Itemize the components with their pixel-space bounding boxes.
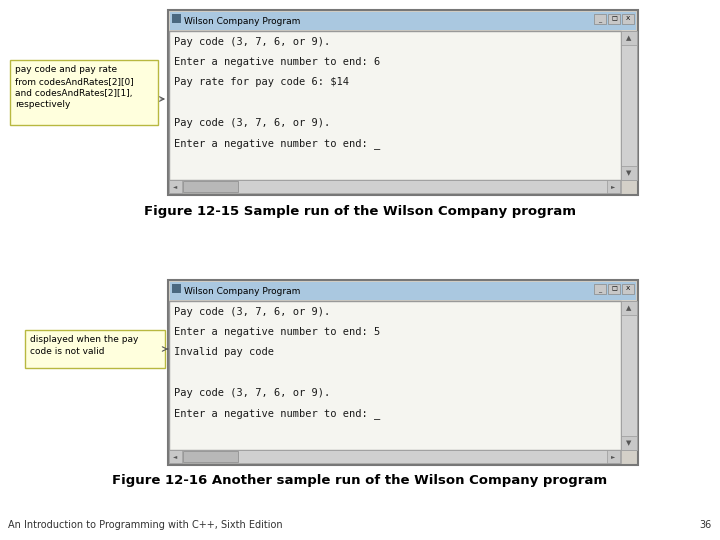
Text: X: X: [626, 17, 630, 22]
Text: pay code and pay rate
from codesAndRates[2][0]
and codesAndRates[2][1],
respecti: pay code and pay rate from codesAndRates…: [15, 65, 134, 110]
FancyBboxPatch shape: [168, 280, 638, 465]
Text: An Introduction to Programming with C++, Sixth Edition: An Introduction to Programming with C++,…: [8, 520, 283, 530]
Text: displayed when the pay
code is not valid: displayed when the pay code is not valid: [30, 335, 138, 356]
Bar: [169, 180, 182, 193]
Text: Pay code (3, 7, 6, or 9).: Pay code (3, 7, 6, or 9).: [174, 118, 330, 127]
Text: □: □: [611, 287, 617, 292]
Text: Invalid pay code: Invalid pay code: [174, 347, 274, 357]
Bar: [608, 14, 620, 24]
Text: Enter a negative number to end: _: Enter a negative number to end: _: [174, 138, 380, 148]
Text: ▲: ▲: [626, 305, 631, 311]
FancyBboxPatch shape: [170, 282, 636, 300]
Bar: [621, 166, 637, 180]
FancyBboxPatch shape: [10, 60, 158, 125]
Bar: [622, 284, 634, 294]
Text: ►: ►: [611, 184, 616, 189]
Text: ◄: ◄: [174, 454, 178, 459]
Text: Enter a negative number to end: 6: Enter a negative number to end: 6: [174, 57, 380, 67]
Bar: [172, 14, 181, 23]
FancyBboxPatch shape: [169, 450, 621, 463]
Bar: [607, 450, 620, 463]
Text: 36: 36: [700, 520, 712, 530]
Text: □: □: [611, 17, 617, 22]
Text: Pay code (3, 7, 6, or 9).: Pay code (3, 7, 6, or 9).: [174, 37, 330, 47]
Text: Wilson Company Program: Wilson Company Program: [184, 287, 300, 295]
Bar: [621, 31, 637, 45]
Text: Enter a negative number to end: _: Enter a negative number to end: _: [174, 408, 380, 418]
FancyBboxPatch shape: [25, 330, 165, 368]
Bar: [594, 14, 606, 24]
Text: ▲: ▲: [626, 35, 631, 41]
Bar: [172, 284, 181, 293]
Bar: [607, 180, 620, 193]
Text: ▼: ▼: [626, 170, 631, 176]
FancyBboxPatch shape: [169, 31, 621, 180]
Bar: [621, 436, 637, 450]
Text: _: _: [598, 287, 603, 292]
Text: ►: ►: [611, 454, 616, 459]
Bar: [183, 181, 238, 192]
Text: Figure 12-16 Another sample run of the Wilson Company program: Figure 12-16 Another sample run of the W…: [112, 474, 608, 487]
Text: _: _: [598, 17, 603, 22]
FancyBboxPatch shape: [169, 180, 621, 193]
Text: X: X: [626, 287, 630, 292]
Text: Figure 12-15 Sample run of the Wilson Company program: Figure 12-15 Sample run of the Wilson Co…: [144, 205, 576, 218]
Bar: [621, 301, 637, 315]
FancyBboxPatch shape: [170, 12, 636, 30]
Bar: [183, 451, 238, 462]
Text: Pay code (3, 7, 6, or 9).: Pay code (3, 7, 6, or 9).: [174, 307, 330, 317]
Text: Enter a negative number to end: 5: Enter a negative number to end: 5: [174, 327, 380, 337]
Text: ▼: ▼: [626, 440, 631, 446]
Text: Wilson Company Program: Wilson Company Program: [184, 17, 300, 25]
Bar: [622, 14, 634, 24]
FancyBboxPatch shape: [168, 10, 638, 195]
Text: Pay code (3, 7, 6, or 9).: Pay code (3, 7, 6, or 9).: [174, 388, 330, 397]
FancyBboxPatch shape: [621, 31, 637, 180]
Text: ◄: ◄: [174, 184, 178, 189]
FancyBboxPatch shape: [621, 301, 637, 450]
Bar: [608, 284, 620, 294]
Bar: [169, 450, 182, 463]
Bar: [594, 284, 606, 294]
Text: Pay rate for pay code 6: $14: Pay rate for pay code 6: $14: [174, 77, 349, 87]
FancyBboxPatch shape: [169, 301, 621, 450]
